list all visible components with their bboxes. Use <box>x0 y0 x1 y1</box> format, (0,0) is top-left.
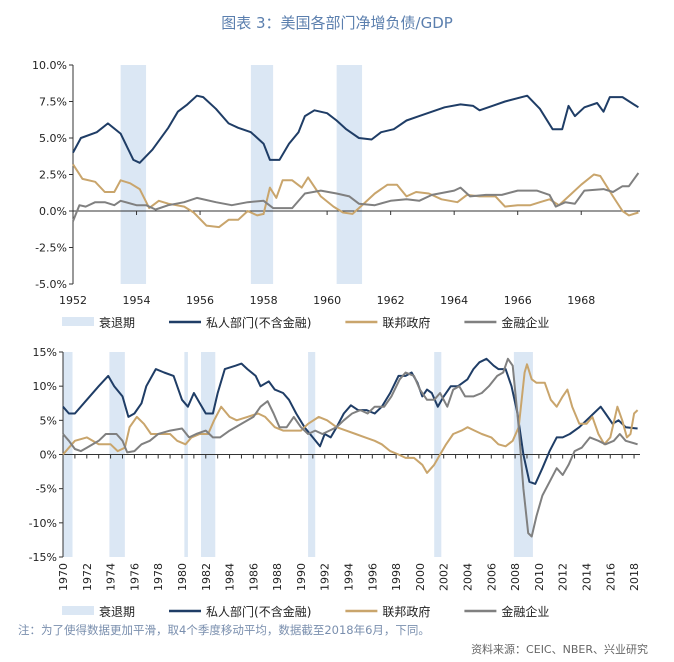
chart-bottom: 15% 10% 5% 0% -5% -10% -15%1970 1972 1974 1976 197… <box>29 346 641 619</box>
x-tick-label: 2012 <box>557 563 570 591</box>
y-tick-label: -2.5% <box>35 242 67 255</box>
footnote: 注：为了使得数据更加平滑，取4个季度移动平均，数据截至2018年6月，下同。 <box>18 623 430 637</box>
y-tick-label: -5.0% <box>35 278 67 291</box>
recession-band <box>250 65 274 284</box>
x-tick-label: 1962 <box>377 294 405 307</box>
x-tick-label: 2002 <box>438 563 451 591</box>
x-tick-label: 2004 <box>461 563 474 591</box>
x-tick-label: 2000 <box>414 563 427 591</box>
legend-swatch-recession <box>62 606 94 615</box>
legend-label: 联邦政府 <box>382 315 430 330</box>
recession-band <box>120 65 147 284</box>
legend-label: 私人部门(不含金融) <box>206 315 311 330</box>
series-line-federal <box>72 163 639 229</box>
x-tick-label: 1970 <box>57 563 70 591</box>
x-tick-label: 1996 <box>366 563 379 591</box>
y-tick-label: 10.0% <box>32 59 67 72</box>
y-tick-label: 0.0% <box>39 205 67 218</box>
chart-title: 图表 3：美国各部门净增负债/GDP <box>221 14 453 32</box>
x-tick-label: 1974 <box>105 563 118 591</box>
legend-label: 金融企业 <box>501 315 549 330</box>
x-tick-label: 1998 <box>390 563 403 591</box>
y-tick-label: 2.5% <box>39 169 67 182</box>
x-tick-label: 2010 <box>533 563 546 591</box>
y-tick-label: 5% <box>40 414 57 427</box>
series-line-financial <box>62 357 638 538</box>
series-line-federal <box>62 363 639 474</box>
legend-label: 衰退期 <box>99 604 135 619</box>
series-line-private <box>62 357 638 485</box>
x-tick-label: 1986 <box>247 563 260 591</box>
legend-label: 联邦政府 <box>382 604 430 619</box>
x-tick-label: 1952 <box>59 294 87 307</box>
x-tick-label: 1978 <box>152 563 165 591</box>
x-tick-label: 1984 <box>224 563 237 591</box>
y-tick-label: 7.5% <box>39 96 67 109</box>
y-tick-label: 5.0% <box>39 132 67 145</box>
recession-band <box>336 65 363 284</box>
x-tick-label: 2014 <box>580 563 593 591</box>
legend-label: 衰退期 <box>99 315 135 330</box>
x-tick-label: 2016 <box>604 563 617 591</box>
y-tick-label: 0% <box>40 449 57 462</box>
x-tick-label: 1988 <box>271 563 284 591</box>
y-tick-label: -10% <box>29 517 57 530</box>
source-note: 资料来源：CEIC、NBER、兴业研究 <box>471 642 648 656</box>
y-tick-label: -15% <box>29 551 57 564</box>
legend-label: 私人部门(不含金融) <box>206 604 311 619</box>
legend: 衰退期 私人部门(不含金融) 联邦政府 金融企业 <box>62 315 549 330</box>
legend: 衰退期 私人部门(不含金融) 联邦政府 金融企业 <box>62 604 549 619</box>
y-tick-label: -5% <box>36 483 57 496</box>
y-tick-label: 10% <box>33 380 57 393</box>
series-line-private <box>72 94 639 164</box>
x-tick-label: 2008 <box>509 563 522 591</box>
x-tick-label: 1990 <box>295 563 308 591</box>
legend-swatch-recession <box>62 317 94 326</box>
x-tick-label: 1954 <box>123 294 151 307</box>
x-tick-label: 1992 <box>319 563 332 591</box>
x-tick-label: 1976 <box>128 563 141 591</box>
x-tick-label: 1982 <box>200 563 213 591</box>
x-tick-label: 1964 <box>440 294 468 307</box>
y-tick-label: 15% <box>33 346 57 359</box>
x-tick-label: 1980 <box>176 563 189 591</box>
x-tick-label: 2006 <box>485 563 498 591</box>
x-tick-label: 1956 <box>186 294 214 307</box>
series-line-financial <box>72 172 640 222</box>
x-tick-label: 1968 <box>567 294 595 307</box>
x-tick-label: 1960 <box>313 294 341 307</box>
x-tick-label: 1966 <box>504 294 532 307</box>
x-tick-label: 2018 <box>628 563 641 591</box>
legend-label: 金融企业 <box>501 604 549 619</box>
chart-top: 10.0% 7.5% 5.0% 2.5% 0.0% -2.5% -5.0% 1952 1954 1… <box>32 59 640 330</box>
x-tick-label: 1958 <box>250 294 278 307</box>
x-tick-label: 1972 <box>81 563 94 591</box>
x-tick-label: 1994 <box>343 563 356 591</box>
